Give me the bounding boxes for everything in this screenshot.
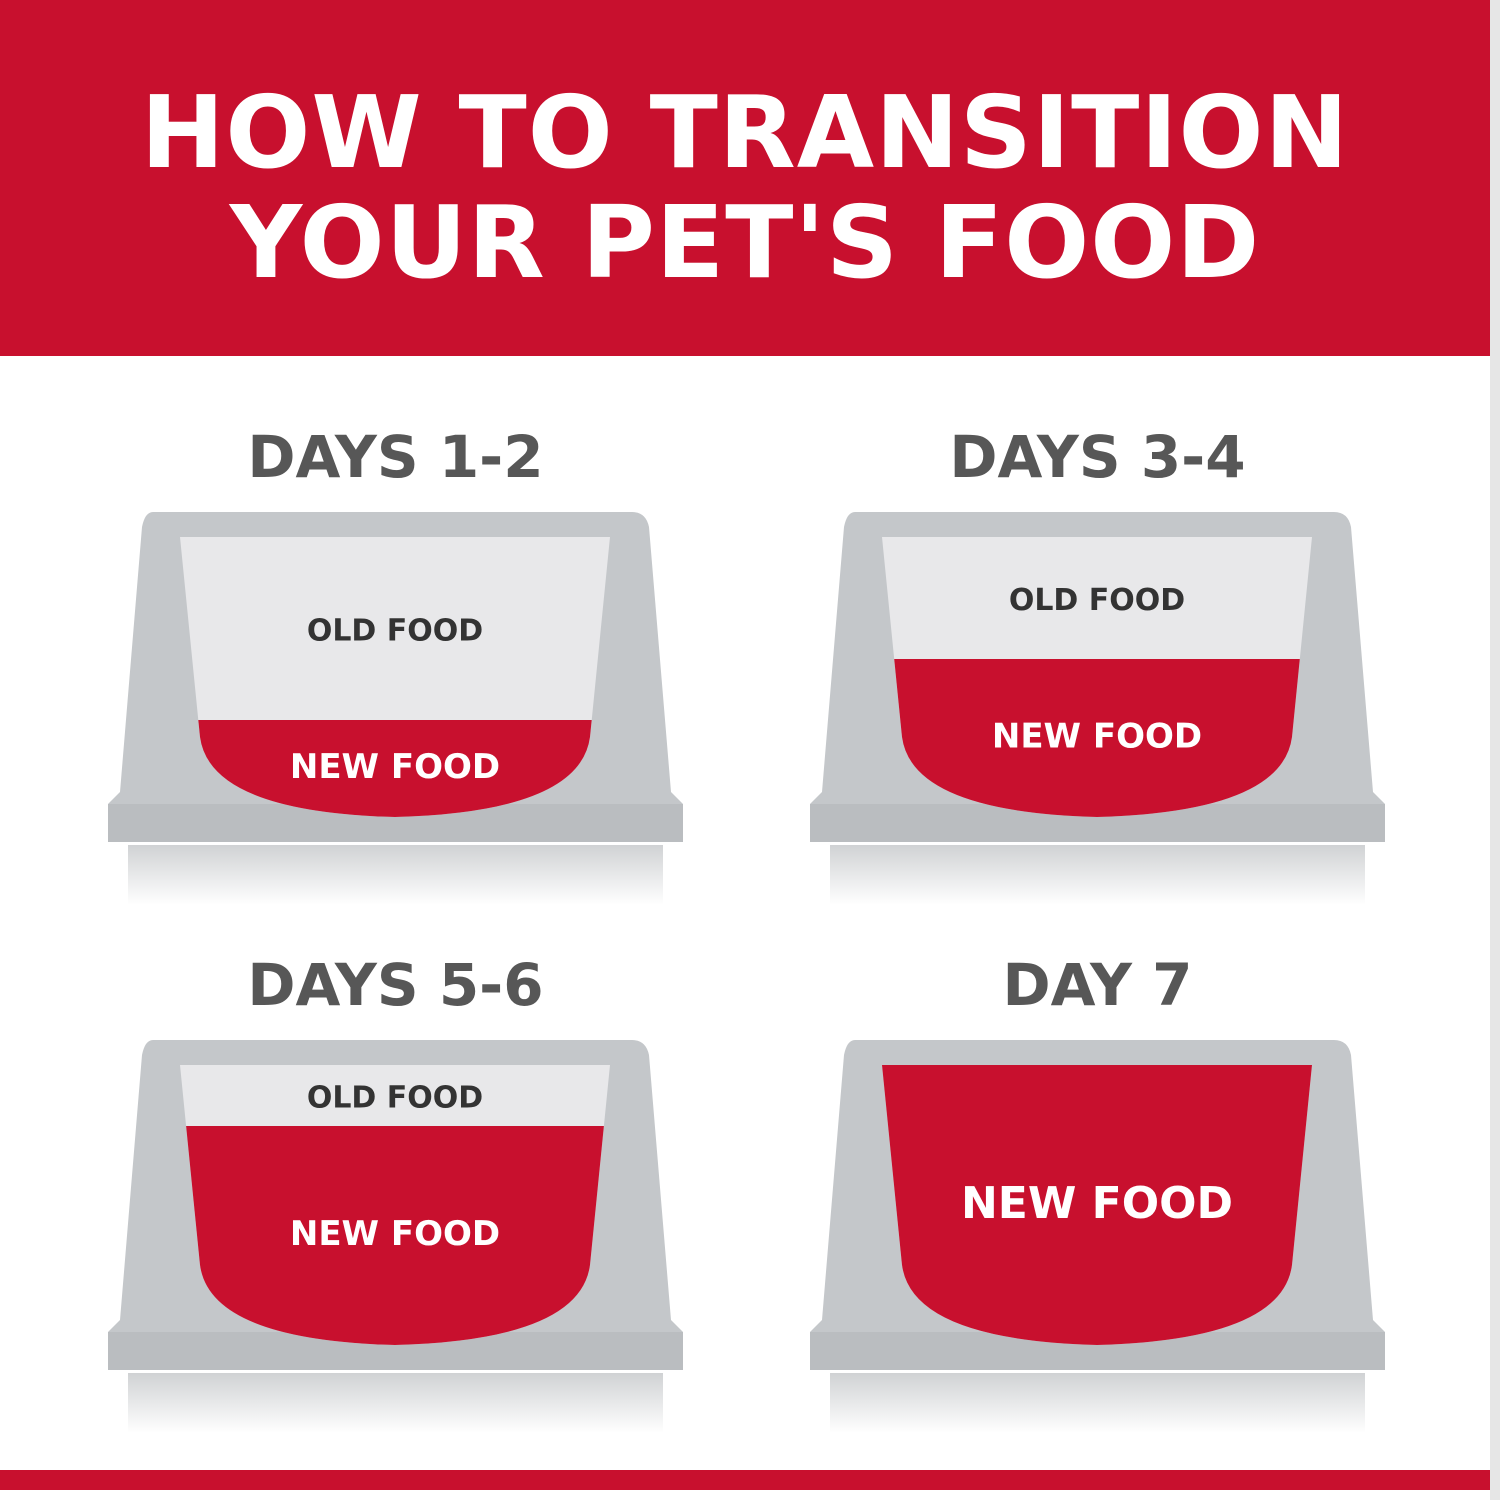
- old-food-label: OLD FOOD: [1009, 583, 1185, 618]
- old-food-label: OLD FOOD: [307, 1081, 483, 1116]
- bowl-icon: NEW FOOD: [810, 1040, 1385, 1433]
- right-edge: [1490, 0, 1500, 1500]
- panel-days-1-2: DAYS 1-2 OLD FOOD NEW FOOD: [108, 423, 683, 972]
- new-food-area: [882, 1065, 1312, 1345]
- panel-days-3-4: DAYS 3-4 OLD FOOD NEW FOOD: [810, 423, 1385, 972]
- bowl-shadow: [128, 1373, 663, 1433]
- bowl-shadow: [830, 845, 1365, 905]
- header-title-line2: YOUR PET'S FOOD: [229, 184, 1261, 301]
- bowl-shadow: [128, 845, 663, 905]
- new-food-area: [882, 659, 1312, 817]
- bottom-bar: [0, 1470, 1490, 1490]
- panel-title: DAYS 3-4: [949, 423, 1246, 491]
- panel-title: DAY 7: [1002, 951, 1193, 1019]
- old-food-label: OLD FOOD: [307, 614, 483, 649]
- bowl-icon: OLD FOOD NEW FOOD: [108, 512, 683, 905]
- new-food-label: NEW FOOD: [290, 747, 500, 787]
- new-food-label: NEW FOOD: [961, 1178, 1233, 1229]
- bowl-shadow: [830, 1373, 1365, 1433]
- bowl-icon: OLD FOOD NEW FOOD: [810, 512, 1385, 905]
- panel-title: DAYS 1-2: [247, 423, 544, 491]
- header-banner: HOW TO TRANSITION YOUR PET'S FOOD: [0, 0, 1490, 356]
- panel-day-7: DAY 7 NEW FOOD: [810, 951, 1385, 1500]
- bowl-icon: OLD FOOD NEW FOOD: [108, 1040, 683, 1433]
- header-title-line1: HOW TO TRANSITION: [140, 74, 1350, 191]
- panel-days-5-6: DAYS 5-6 OLD FOOD NEW FOOD: [108, 951, 683, 1500]
- new-food-label: NEW FOOD: [992, 716, 1202, 756]
- new-food-area: [180, 1126, 610, 1345]
- new-food-label: NEW FOOD: [290, 1214, 500, 1254]
- panel-title: DAYS 5-6: [247, 951, 544, 1019]
